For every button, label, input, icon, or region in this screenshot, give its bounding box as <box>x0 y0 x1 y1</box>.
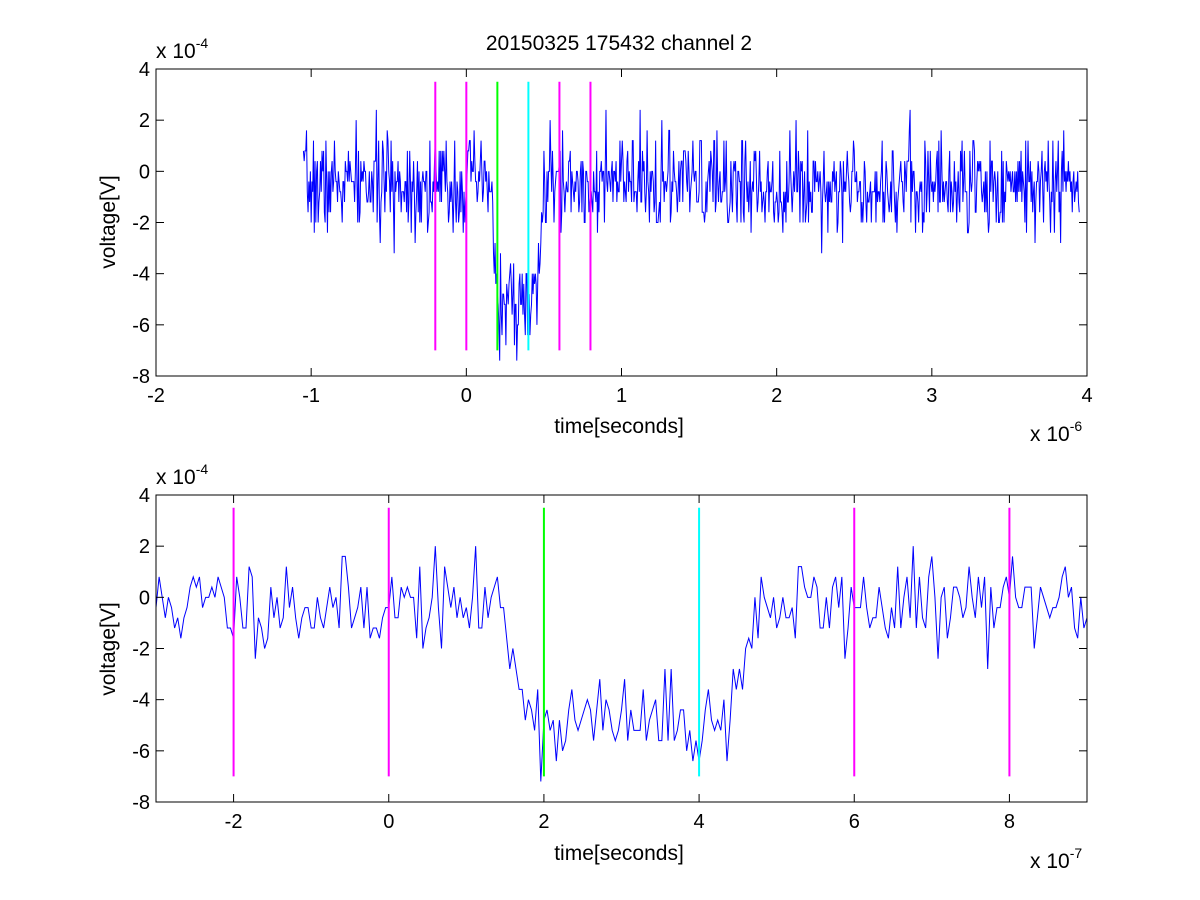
top-x-tick-label: 0 <box>461 385 472 407</box>
top-y-multiplier: x 10-4 <box>156 35 208 63</box>
top-x-tick-label: 3 <box>926 385 937 407</box>
figure-title: 20150325 175432 channel 2 <box>486 32 752 55</box>
bottom-y-tick-label: 4 <box>139 485 150 507</box>
top-y-tick-label: 2 <box>139 110 150 132</box>
bottom-y-tick-label: -6 <box>132 741 150 763</box>
top-x-multiplier-base: x 10 <box>1030 423 1070 446</box>
bottom-x-tick-label: 4 <box>694 811 705 833</box>
top-y-tick-label: 0 <box>139 161 150 183</box>
top-y-multiplier-exponent: -4 <box>196 35 209 51</box>
top-x-axis-label: time[seconds] <box>554 415 684 438</box>
bottom-x-axis-label: time[seconds] <box>554 842 684 865</box>
top-y-tick-label: 4 <box>139 59 150 81</box>
bottom-y-multiplier-base: x 10 <box>156 466 196 489</box>
top-x-tick-label: 1 <box>616 385 627 407</box>
bottom-y-ticks: 4 2 0 -2 -4 -6 -8 <box>132 485 1087 814</box>
top-panel: -2 -1 0 1 2 3 4 4 2 0 -2 -4 -6 -8 time[seconds] volt… <box>97 35 1093 446</box>
bottom-y-multiplier-exponent: -4 <box>196 461 209 477</box>
top-y-tick-label: -8 <box>132 366 150 388</box>
bottom-y-tick-label: -2 <box>132 639 150 661</box>
top-x-tick-label: 4 <box>1081 385 1092 407</box>
top-y-tick-label: -2 <box>132 213 150 235</box>
top-signal-trace <box>302 109 1080 361</box>
bottom-y-axis-label: voltage[V] <box>97 602 120 695</box>
bottom-plot-area <box>155 507 1088 782</box>
bottom-signal-trace <box>155 546 1088 782</box>
bottom-x-multiplier-base: x 10 <box>1030 850 1070 873</box>
top-x-tick-label: -1 <box>302 385 320 407</box>
bottom-x-ticks: -2 0 2 4 6 8 <box>225 495 1015 833</box>
bottom-y-tick-label: 2 <box>139 536 150 558</box>
top-y-ticks: 4 2 0 -2 -4 -6 -8 <box>132 59 1087 388</box>
top-y-axis-label: voltage[V] <box>97 175 120 268</box>
top-x-multiplier: x 10-6 <box>1030 418 1082 446</box>
top-x-multiplier-exponent: -6 <box>1070 418 1083 434</box>
bottom-y-tick-label: -8 <box>132 792 150 814</box>
bottom-x-multiplier-exponent: -7 <box>1070 845 1083 861</box>
top-plot-area <box>302 81 1080 361</box>
bottom-x-tick-label: 8 <box>1004 811 1015 833</box>
bottom-y-tick-label: -4 <box>132 690 150 712</box>
bottom-x-tick-label: 6 <box>849 811 860 833</box>
bottom-y-tick-label: 0 <box>139 587 150 609</box>
top-y-tick-label: -6 <box>132 315 150 337</box>
top-x-tick-label: -2 <box>147 385 165 407</box>
bottom-panel: -2 0 2 4 6 8 4 2 0 -2 -4 -6 -8 time[seconds] voltag… <box>97 461 1088 873</box>
bottom-y-multiplier: x 10-4 <box>156 461 208 489</box>
top-x-tick-label: 2 <box>771 385 782 407</box>
bottom-x-tick-label: -2 <box>225 811 243 833</box>
top-y-tick-label: -4 <box>132 264 150 286</box>
bottom-x-multiplier: x 10-7 <box>1030 845 1082 873</box>
bottom-x-tick-label: 2 <box>538 811 549 833</box>
top-x-ticks: -2 -1 0 1 2 3 4 <box>147 69 1093 407</box>
top-y-multiplier-base: x 10 <box>156 40 196 63</box>
bottom-x-tick-label: 0 <box>383 811 394 833</box>
